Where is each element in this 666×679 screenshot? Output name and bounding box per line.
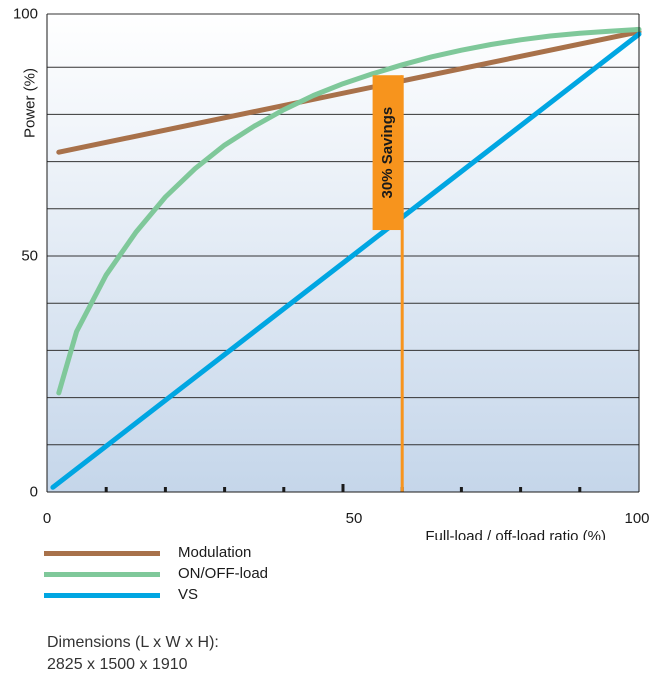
y-tick-label: 100 [13,6,38,23]
y-tick-label: 50 [21,248,38,265]
x-tick-label: 100 [624,510,649,527]
dimensions-title: Dimensions (L x W x H): [47,634,219,651]
legend-label-modulation: Modulation [178,544,252,561]
x-axis-title: Full-load / off-load ratio (%) [425,528,606,540]
legend-swatch-vs [44,593,160,598]
x-tick-label: 0 [43,510,51,527]
savings-bar [372,75,403,231]
legend-label-onoff: ON/OFF-load [178,565,269,582]
series-line-modulation [56,29,642,155]
power-chart: 30% Savings 0 50 100 0 50 100 Power (%) Full-lo… [13,6,650,541]
x-tick-label: 50 [346,510,363,527]
y-axis-title: Power (%) [22,68,39,138]
legend-swatch-modulation [44,551,160,556]
y-tick-label: 0 [30,484,38,501]
series-line-vs [50,31,642,490]
legend-swatch-onoff [44,572,160,577]
dimensions-value: 2825 x 1500 x 1910 [47,656,188,673]
legend-label-vs: VS [178,586,199,603]
savings-label: 30% Savings [379,107,396,199]
dimensions-note: Dimensions (L x W x H): 2825 x 1500 x 19… [47,632,219,676]
series-line-on-off-load [56,26,642,396]
